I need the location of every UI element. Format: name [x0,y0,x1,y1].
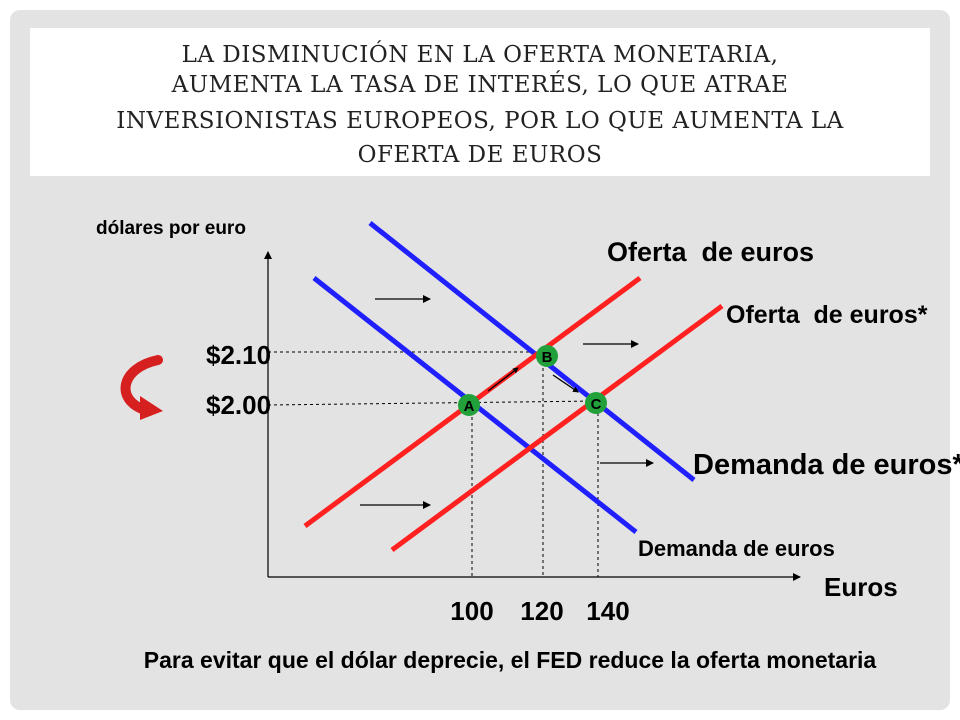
move-arrow-b-c [552,374,579,393]
series-label-demanda: Demanda de euros [638,536,835,561]
series-line-demanda-star [368,221,696,482]
series-label-oferta: Oferta de euros [607,237,814,267]
x-tick-120: 120 [520,596,563,626]
point-c: C [585,392,607,414]
curved-arrow-icon [120,355,163,420]
y-axis-label: dólares por euro [96,218,246,239]
x-tick-140: 140 [586,596,629,626]
title-line-1: LA DISMINUCIÓN EN LA OFERTA MONETARIA, [181,42,779,68]
slide: LA DISMINUCIÓN EN LA OFERTA MONETARIA, A… [10,10,950,710]
point-a: A [458,394,480,416]
title-line-4: OFERTA DE EUROS [357,142,603,168]
series-label-oferta-star: Oferta de euros* [726,301,928,329]
series-line-oferta-star [390,303,724,553]
caption: Para evitar que el dólar deprecie, el FE… [144,647,877,673]
title-box: LA DISMINUCIÓN EN LA OFERTA MONETARIA, A… [30,28,930,176]
x-tick-100: 100 [450,596,493,626]
point-b: B [536,345,558,367]
title-line-2: AUMENTA LA TASA DE INTERÉS, LO QUE ATRAE [171,72,789,98]
point-b-label: B [542,349,553,366]
x-axis-label: Euros [824,572,898,602]
y-tick-200: $2.00 [206,390,271,420]
point-c-label: C [591,396,602,413]
title-line-3: INVERSIONISTAS EUROPEOS, POR LO QUE AUME… [116,108,844,134]
guide-y-200 [267,400,599,406]
point-a-label: A [464,398,475,415]
move-arrow-a-b [487,367,519,392]
y-tick-210: $2.10 [206,340,271,370]
series-label-demanda-star: Demanda de euros* [693,449,960,481]
